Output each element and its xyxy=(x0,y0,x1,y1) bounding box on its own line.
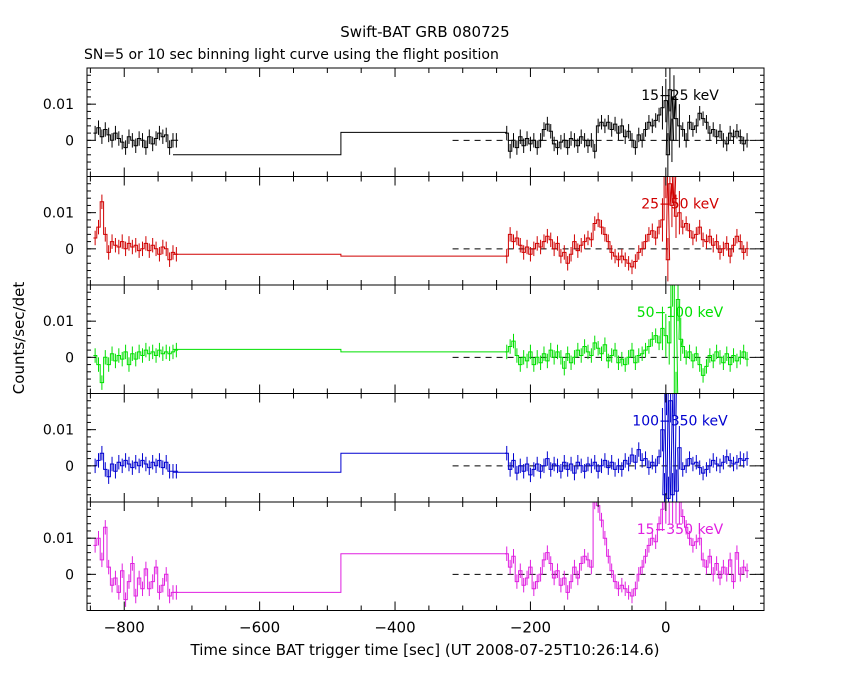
panel-3-band-label: 50−100 keV xyxy=(637,305,724,321)
x-tick-label: −400 xyxy=(374,619,415,637)
panel-4-early-series xyxy=(93,452,179,478)
chart-subtitle: SN=5 or 10 sec binning light curve using… xyxy=(84,47,499,63)
panel-3-plot xyxy=(93,285,764,394)
panel-1-plot xyxy=(93,68,764,177)
panel-1-early-series xyxy=(93,127,179,149)
panel-5-ytick-label: 0.01 xyxy=(43,531,74,547)
x-tick-label: −600 xyxy=(239,619,280,637)
chart-title: Swift-BAT GRB 080725 xyxy=(340,23,509,41)
panel-4-ytick-label: 0.01 xyxy=(43,423,74,439)
panel-5-tail-series xyxy=(505,502,749,597)
panel-1-band-label: 15−25 keV xyxy=(641,88,719,104)
y-axis-label: Counts/sec/det xyxy=(10,282,28,395)
panel-4-plot xyxy=(93,393,764,502)
panel-5-gap-steps xyxy=(173,553,507,593)
panel-5-band-label: 15−350 keV xyxy=(637,522,724,538)
panel-1-ytick-label: 0 xyxy=(65,133,74,149)
panel-2-ytick-label: 0.01 xyxy=(43,206,74,222)
panel-4-ytick-label: 0 xyxy=(65,459,74,475)
panel-3-tail-series xyxy=(505,285,749,394)
panel-3-ytick-label: 0.01 xyxy=(43,314,74,330)
panel-5-early-series xyxy=(93,526,179,601)
panel-4-band-label: 100−350 keV xyxy=(632,414,728,430)
panel-1-ytick-label: 0.01 xyxy=(43,97,74,113)
panel-2-early-series xyxy=(93,201,179,261)
panel-2-plot xyxy=(93,176,764,282)
x-tick-label: 0 xyxy=(661,619,671,637)
panel-2-ytick-label: 0 xyxy=(65,242,74,258)
panel-2-gap-steps xyxy=(173,253,507,257)
panel-1-gap-steps xyxy=(173,131,507,156)
x-axis-label: Time since BAT trigger time [sec] (UT 20… xyxy=(190,641,660,659)
panel-5-plot xyxy=(93,502,764,607)
x-tick-label: −200 xyxy=(510,619,551,637)
panel-5-frame xyxy=(86,501,765,611)
x-tick-labels: −800 −600 −400 −200 0 xyxy=(104,619,671,637)
x-tick-label: −800 xyxy=(104,619,145,637)
panel-5-ytick-label: 0 xyxy=(65,567,74,583)
panel-4-gap-steps xyxy=(173,452,507,473)
panel-3-ytick-label: 0 xyxy=(65,350,74,366)
panels-group: 15−25 keV 0 0.01 25−50 keV 0 0.01 50−100 keV 0 0… xyxy=(43,67,765,611)
panel-2-band-label: 25−50 keV xyxy=(641,197,719,213)
panel-4-tail-series xyxy=(505,393,749,499)
panel-3-gap-steps xyxy=(173,348,507,353)
panel-3-early-series xyxy=(93,349,179,384)
panel-2-tail-series xyxy=(505,176,749,268)
panel-1-tail-series xyxy=(505,89,749,156)
